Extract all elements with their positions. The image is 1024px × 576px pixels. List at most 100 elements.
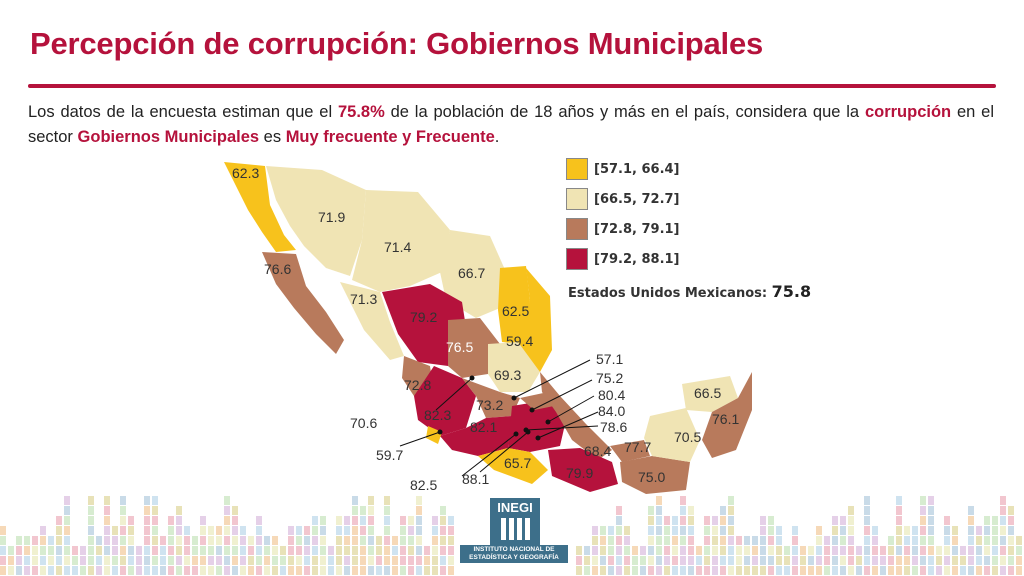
label-cdmx: 88.1 — [462, 471, 489, 487]
decorative-bar — [696, 566, 702, 575]
decorative-bar — [152, 566, 158, 575]
decorative-bar — [840, 546, 846, 555]
decorative-bar — [224, 516, 230, 525]
decorative-bar — [960, 566, 966, 575]
decorative-bar — [832, 536, 838, 545]
decorative-bar — [896, 506, 902, 515]
label-mor: 78.6 — [600, 419, 627, 435]
decorative-bar — [384, 536, 390, 545]
decorative-bar — [848, 536, 854, 545]
decorative-bar — [704, 566, 710, 575]
decorative-bar — [432, 526, 438, 535]
legend-label: [57.1, 66.4] — [594, 161, 680, 177]
decorative-bar — [56, 526, 62, 535]
decorative-bar — [776, 556, 782, 565]
label-gto: 73.2 — [476, 397, 503, 413]
decorative-bar — [920, 556, 926, 565]
label-coah: 66.7 — [458, 265, 485, 281]
decorative-bar — [704, 556, 710, 565]
decorative-bar — [888, 566, 894, 575]
decorative-bar — [824, 546, 830, 555]
decorative-bar — [312, 566, 318, 575]
decorative-bar — [288, 526, 294, 535]
decorative-bar — [664, 516, 670, 525]
decorative-bar — [32, 566, 38, 575]
decorative-bar — [840, 566, 846, 575]
label-son: 71.9 — [318, 209, 345, 225]
decorative-bar — [336, 516, 342, 525]
decorative-bar — [296, 546, 302, 555]
decorative-bar — [872, 526, 878, 535]
decorative-bar — [160, 536, 166, 545]
decorative-bar — [952, 566, 958, 575]
decorative-bar — [80, 556, 86, 565]
decorative-bar — [208, 526, 214, 535]
decorative-bar — [992, 516, 998, 525]
decorative-bar — [416, 516, 422, 525]
decorative-bar — [256, 546, 262, 555]
decorative-bar — [960, 546, 966, 555]
decorative-bar — [32, 546, 38, 555]
decorative-bar — [752, 536, 758, 545]
decorative-bar — [616, 536, 622, 545]
decorative-bar — [112, 546, 118, 555]
decorative-bar — [848, 556, 854, 565]
label-chis: 75.0 — [638, 469, 665, 485]
label-slp: 69.3 — [494, 367, 521, 383]
decorative-bar — [120, 566, 126, 575]
decorative-bar — [160, 556, 166, 565]
decorative-bar — [616, 546, 622, 555]
decorative-bar — [336, 566, 342, 575]
decorative-bar — [928, 526, 934, 535]
decorative-bar — [168, 516, 174, 525]
decorative-bar — [880, 556, 886, 565]
decorative-bar — [752, 546, 758, 555]
decorative-bar — [336, 556, 342, 565]
decorative-bar — [176, 536, 182, 545]
decorative-bar — [592, 556, 598, 565]
decorative-bar — [248, 546, 254, 555]
decorative-bar — [408, 566, 414, 575]
decorative-bar — [976, 556, 982, 565]
intro-text-3: en el sector — [28, 103, 994, 146]
decorative-bar — [24, 556, 30, 565]
decorative-bar — [80, 566, 86, 575]
decorative-bar — [968, 526, 974, 535]
decorative-bar — [928, 536, 934, 545]
decorative-bar — [696, 546, 702, 555]
decorative-bar — [136, 566, 142, 575]
decorative-bar — [840, 526, 846, 535]
decorative-bar — [968, 516, 974, 525]
decorative-bar — [440, 556, 446, 565]
decorative-bar — [352, 546, 358, 555]
decorative-bar — [608, 556, 614, 565]
logo-word: INEGI — [497, 500, 533, 515]
decorative-bar — [688, 506, 694, 515]
decorative-bar — [768, 566, 774, 575]
decorative-bar — [792, 566, 798, 575]
decorative-bar — [144, 536, 150, 545]
decorative-bar — [440, 526, 446, 535]
decorative-bar — [120, 506, 126, 515]
legend-swatch — [566, 188, 588, 210]
label-sin: 71.3 — [350, 291, 377, 307]
decorative-bar — [768, 556, 774, 565]
national-value-label: Estados Unidos Mexicanos: 75.8 — [568, 282, 811, 301]
decorative-bar — [1008, 536, 1014, 545]
decorative-bar — [232, 506, 238, 515]
decorative-bar — [88, 546, 94, 555]
decorative-bar — [416, 536, 422, 545]
decorative-bar — [1016, 566, 1022, 575]
decorative-bar — [608, 536, 614, 545]
label-dgo: 79.2 — [410, 309, 437, 325]
decorative-bar — [184, 526, 190, 535]
decorative-bar — [880, 566, 886, 575]
decorative-bar — [168, 566, 174, 575]
decorative-bar — [920, 546, 926, 555]
decorative-bar — [64, 566, 70, 575]
decorative-bar — [952, 556, 958, 565]
decorative-bar — [984, 566, 990, 575]
decorative-bar — [864, 526, 870, 535]
decorative-bar — [1016, 536, 1022, 545]
